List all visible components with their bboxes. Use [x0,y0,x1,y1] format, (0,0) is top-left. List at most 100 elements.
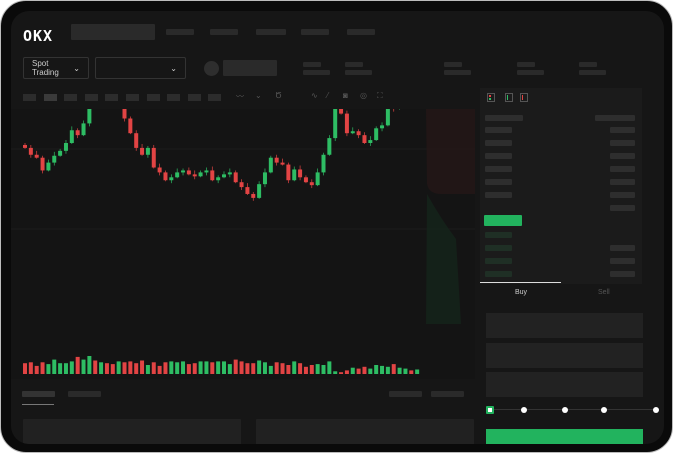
candle-body [222,174,226,178]
tab-underline [480,282,561,283]
tab-order-history[interactable] [68,391,101,397]
interval-button[interactable] [167,94,181,101]
volume-bar [128,361,133,374]
interval-button[interactable] [208,94,222,101]
volume-bar [409,370,414,374]
book-both-icon[interactable] [487,93,495,102]
book-asks-icon[interactable] [520,93,528,102]
buy-button[interactable] [486,429,643,444]
candle-body [262,172,267,185]
indicator-icon[interactable]: 〰 [236,92,244,101]
candle-body [181,170,186,173]
slider-step-100[interactable] [653,407,659,413]
stat-label [444,62,462,67]
slider-step-25[interactable] [521,407,527,413]
last-price [484,215,522,226]
interval-button[interactable] [126,94,139,101]
tab-buy[interactable]: Buy [515,289,528,296]
slider-step-75[interactable] [601,407,607,413]
nav-item[interactable] [166,29,194,35]
candle-body [368,140,373,143]
filter-button[interactable] [389,391,422,397]
interval-button[interactable] [105,94,119,101]
interval-button[interactable] [43,94,57,101]
slider-step-50[interactable] [562,407,568,413]
fullscreen-icon[interactable]: ⛶ [377,91,383,100]
candlestick-chart[interactable] [11,85,475,379]
interval-button[interactable] [64,94,78,101]
stat-value [579,70,606,75]
ask-amount [610,140,635,146]
volume-bar [391,364,396,374]
nav-item[interactable] [347,29,375,35]
candle-body [145,147,150,155]
chevron-down-icon: ⌄ [170,63,177,73]
order-book [480,88,642,284]
trend-line-icon[interactable]: ∿ [311,91,318,100]
candle-body [81,123,86,136]
interval-button[interactable] [23,94,36,101]
volume-bar [233,359,238,374]
chart-panel[interactable] [11,85,475,379]
volume-bar [344,370,349,374]
volume-bar [292,361,297,374]
candle-body [350,131,355,134]
volume-bar [415,369,420,374]
settings-icon[interactable]: ◎ [360,91,367,100]
interval-button[interactable] [146,94,160,101]
slider-handle[interactable] [486,406,494,414]
volume-bar [327,361,332,374]
volume-bar [99,362,104,374]
volume-bar [321,365,326,374]
line-type-icon[interactable]: ⌄ [255,91,262,100]
volume-bar [268,365,273,374]
volume-bar [380,365,385,374]
candle-body [157,167,162,173]
ruler-icon[interactable]: ⁄ [327,91,329,100]
market-type-dropdown[interactable]: Spot Trading ⌄ [23,57,89,79]
nav-item[interactable] [210,29,238,35]
candle-body [227,172,232,175]
bid-amount [610,258,635,264]
filter-button[interactable] [431,391,464,397]
nav-item[interactable] [301,29,329,35]
candle-body [169,177,174,181]
candle-body [333,89,338,139]
tab-sell[interactable]: Sell [598,289,610,296]
candle-body [198,172,203,177]
candle-body [239,182,244,188]
tab-open-orders[interactable] [22,391,55,397]
volume-bar [385,366,390,374]
interval-button[interactable] [187,94,201,101]
volume-bar [145,365,150,374]
volume-bar [303,366,308,374]
candle-body [46,162,51,171]
percent-slider[interactable] [489,409,659,410]
header-amount [595,115,635,121]
candle-body [210,170,215,181]
ask-price [485,140,512,146]
volume-bar [40,362,45,374]
candle-body [298,169,303,178]
candle-body [69,130,74,143]
price-input[interactable] [486,313,643,338]
camera-icon[interactable]: ◙ [343,91,348,100]
order-card [23,419,241,444]
pair-dropdown[interactable]: ⌄ [95,57,186,79]
volume-bar [46,364,51,374]
volume-bar [362,366,367,374]
book-bids-icon[interactable] [505,93,513,102]
interval-button[interactable] [84,94,98,101]
total-input[interactable] [486,372,643,397]
volume-bar [23,363,27,374]
bid-price [485,232,512,238]
search-bar[interactable] [71,24,155,40]
ask-price [485,166,512,172]
candle-body [362,135,367,143]
interval-icon[interactable]: Ծ [275,91,282,100]
volume-bar [339,372,344,374]
amount-input[interactable] [486,343,643,368]
ask-price [485,153,512,159]
nav-item[interactable] [256,29,286,35]
volume-bar [87,356,92,374]
